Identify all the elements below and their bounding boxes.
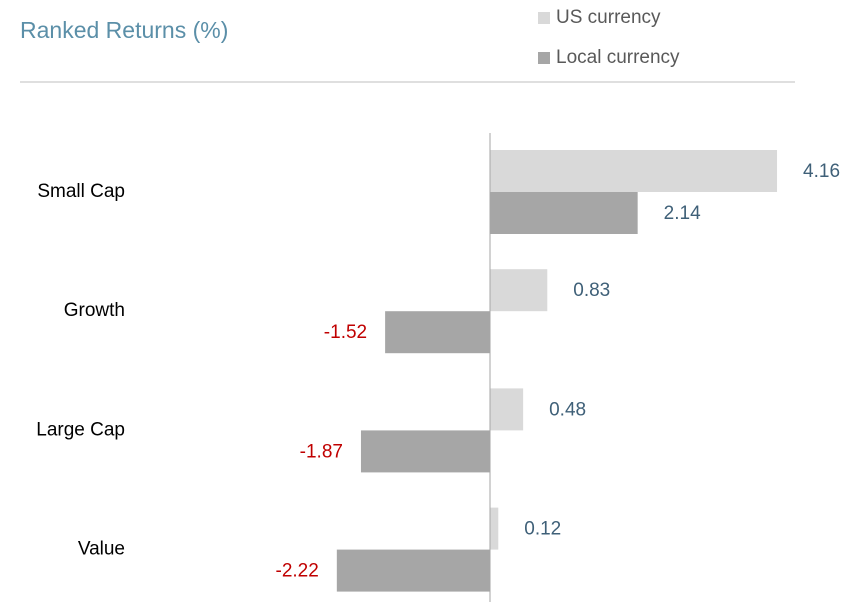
legend-swatch	[538, 12, 550, 24]
bar	[385, 311, 490, 354]
value-label: -1.87	[300, 441, 343, 462]
value-label: 0.12	[524, 519, 561, 540]
legend-label: Local currency	[556, 47, 680, 68]
bar	[490, 269, 548, 312]
chart-title: Ranked Returns (%)	[20, 17, 228, 43]
y-tick-label: Large Cap	[36, 419, 125, 440]
y-tick-label: Value	[78, 539, 125, 560]
bar	[490, 507, 499, 550]
bar	[490, 192, 638, 234]
value-label: -1.52	[324, 322, 367, 343]
value-label: 0.48	[549, 399, 586, 420]
y-tick-label: Small Cap	[37, 181, 125, 202]
legend-swatch	[538, 52, 550, 64]
value-label: 0.83	[573, 280, 610, 301]
y-tick-label: Growth	[64, 300, 125, 321]
value-label: 2.14	[664, 203, 701, 224]
value-label: -2.22	[276, 561, 319, 582]
bar	[336, 549, 490, 592]
bar	[360, 430, 490, 473]
legend-label: US currency	[556, 7, 661, 28]
value-label: 4.16	[803, 161, 840, 182]
bar	[490, 150, 778, 192]
bar	[490, 388, 524, 431]
